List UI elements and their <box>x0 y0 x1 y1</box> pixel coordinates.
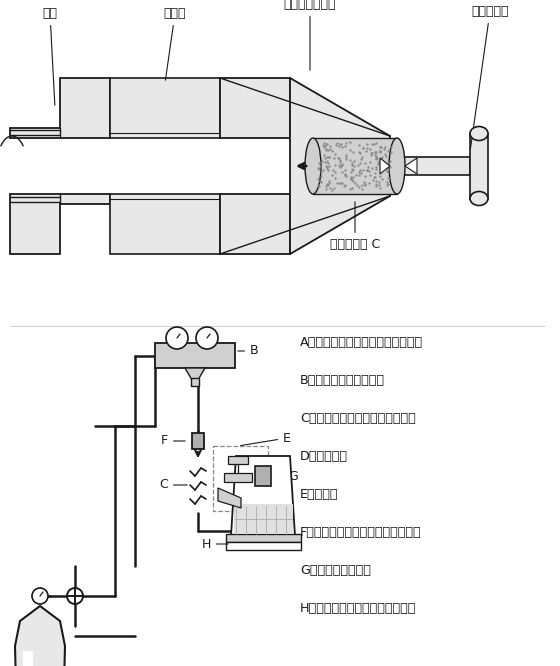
Bar <box>402 157 470 175</box>
Circle shape <box>196 327 218 349</box>
Text: D: D <box>271 474 293 488</box>
Bar <box>470 133 488 198</box>
Text: 配管: 配管 <box>43 7 58 105</box>
Text: ナット: ナット <box>164 7 186 81</box>
Text: F、管ジョイント（管径毎３種類）: F、管ジョイント（管径毎３種類） <box>300 526 422 539</box>
Text: G: G <box>278 470 298 482</box>
Bar <box>192 433 204 449</box>
Bar <box>220 78 290 138</box>
Text: H、コンタミ受け容器（バケツ）: H、コンタミ受け容器（バケツ） <box>300 602 417 615</box>
Text: B: B <box>238 344 259 358</box>
Polygon shape <box>10 194 110 254</box>
Ellipse shape <box>470 127 488 141</box>
Circle shape <box>32 588 48 604</box>
Text: C、スウィーパ（管径毎３種類）: C、スウィーパ（管径毎３種類） <box>300 412 416 425</box>
Bar <box>220 194 290 254</box>
Bar <box>234 504 293 534</box>
Text: 挿　入　治　具: 挿 入 治 具 <box>284 0 336 70</box>
Bar <box>224 473 252 482</box>
Polygon shape <box>15 606 65 666</box>
Circle shape <box>67 588 83 604</box>
Bar <box>110 194 220 254</box>
Polygon shape <box>405 158 417 174</box>
Text: B、ゲージマニホールド: B、ゲージマニホールド <box>300 374 385 387</box>
Text: 押　し　棒: 押 し 棒 <box>470 5 508 149</box>
Polygon shape <box>380 158 390 174</box>
Ellipse shape <box>305 138 321 194</box>
Bar <box>213 446 268 511</box>
Polygon shape <box>10 78 110 138</box>
Text: H: H <box>202 537 228 551</box>
Polygon shape <box>231 456 295 536</box>
Text: スウィーパ C: スウィーパ C <box>330 202 380 251</box>
Polygon shape <box>218 488 241 508</box>
Circle shape <box>166 327 188 349</box>
Bar <box>226 542 301 550</box>
Bar <box>226 534 301 542</box>
Bar <box>255 466 271 486</box>
Text: F: F <box>161 434 185 448</box>
Bar <box>23 651 33 666</box>
Text: C: C <box>159 478 187 492</box>
Bar <box>191 378 199 386</box>
Bar <box>110 78 220 138</box>
Ellipse shape <box>470 192 488 206</box>
Text: E: E <box>241 432 291 446</box>
Polygon shape <box>185 368 205 380</box>
Text: G、スウィーパ受け: G、スウィーパ受け <box>300 564 371 577</box>
Text: E、押し棒: E、押し棒 <box>300 488 338 501</box>
Ellipse shape <box>389 138 405 194</box>
Bar <box>228 456 248 464</box>
Text: A、窒素ボンベ（レギュレータ付）: A、窒素ボンベ（レギュレータ付） <box>300 336 423 349</box>
Polygon shape <box>290 78 390 254</box>
Bar <box>155 343 235 368</box>
Text: D、挿入治具: D、挿入治具 <box>300 450 348 463</box>
Bar <box>313 138 397 194</box>
